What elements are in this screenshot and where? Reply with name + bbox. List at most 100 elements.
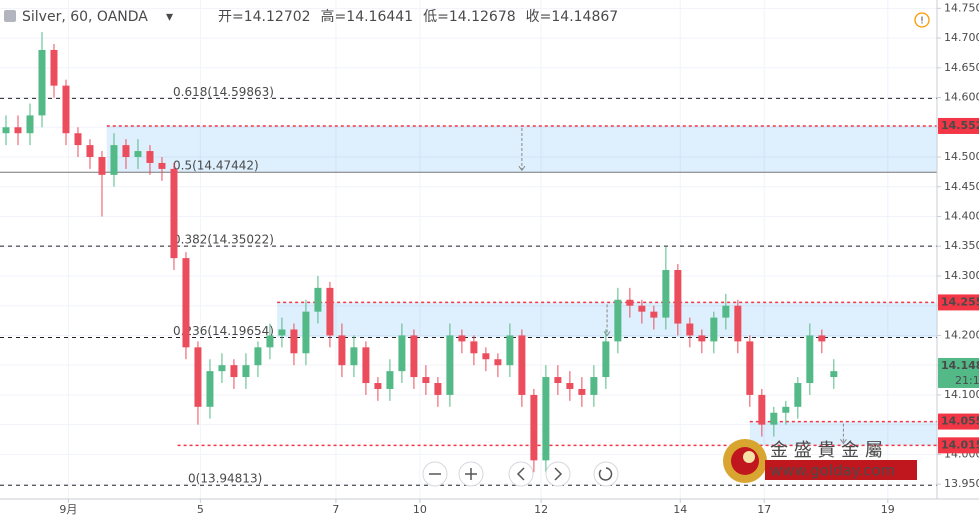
scroll-left-icon (516, 467, 525, 481)
candle-body (578, 388, 586, 395)
candle-body (374, 383, 382, 389)
alert-icon-mark: ! (920, 16, 924, 27)
symbol-icon (4, 10, 16, 22)
zones (106, 125, 937, 446)
candle-body (446, 335, 454, 395)
y-tick-label: 13.950 (944, 477, 979, 490)
price-label: 14.5522 (941, 119, 979, 132)
legend-value: 14.12702 (244, 9, 311, 25)
legend-label: 收= (526, 9, 552, 25)
candle-body (746, 341, 754, 395)
candle-body (230, 365, 238, 378)
candle-body (614, 299, 622, 342)
candle-body (470, 341, 478, 354)
candle-body (338, 335, 346, 366)
fib-label: 0(13.94813) (188, 472, 262, 486)
candle-body (818, 335, 826, 342)
candle-body (182, 258, 190, 348)
y-tick-label: 14.450 (944, 180, 979, 193)
candle-body (602, 341, 610, 378)
y-tick-label: 14.350 (944, 239, 979, 252)
candle-body (794, 383, 802, 407)
candle-body (494, 359, 502, 366)
candle-body (434, 383, 442, 395)
y-tick-label: 14.400 (944, 209, 979, 222)
candle-body (326, 287, 334, 336)
candle-body (98, 157, 106, 175)
candle-body (398, 335, 406, 372)
countdown-label: 21:1 (955, 374, 979, 387)
scroll-right-icon (554, 467, 563, 481)
candle-body (50, 49, 58, 86)
candle-body (278, 329, 286, 336)
candle-body (722, 305, 730, 318)
nav-buttons (422, 461, 619, 487)
candle-body (806, 335, 814, 384)
watermark-name: 金 盛 貴 金 屬 (770, 440, 883, 461)
x-tick-label: 12 (534, 503, 548, 516)
candle-body (686, 323, 694, 336)
watermark-url: www.golday.com (770, 462, 895, 480)
candle-body (158, 162, 166, 169)
candle-body (758, 394, 766, 425)
candle-body (638, 305, 646, 312)
x-tick-label: 9月 (59, 503, 77, 516)
zone-arrow-head (518, 165, 526, 172)
y-tick-label: 14.650 (944, 61, 979, 74)
scroll-right-button[interactable] (545, 461, 571, 487)
candle-body (122, 145, 130, 158)
reset-icon (598, 467, 613, 481)
y-tick-label: 14.700 (944, 31, 979, 44)
candle-body (710, 317, 718, 342)
candle-body (362, 347, 370, 384)
price-label-bg (938, 294, 979, 311)
fib-label: 0.5(14.47442) (173, 159, 259, 173)
candle-body (254, 347, 262, 366)
candle-body (62, 85, 70, 134)
header: Silver, 60, OANDA ▾ 开= 14.12702 高= 14.16441… (4, 8, 930, 28)
candle-body (542, 377, 550, 461)
candle-body (14, 127, 22, 134)
y-tick-label: 14.300 (944, 269, 979, 282)
chart-title: Silver, 60, OANDA (22, 9, 148, 25)
y-tick-label: 14.750 (944, 1, 979, 14)
candle-body (170, 168, 178, 259)
legend-value: 14.12678 (449, 9, 516, 25)
alert-icon[interactable] (914, 12, 930, 28)
legend-value: 14.14867 (551, 9, 618, 25)
candle-body (242, 365, 250, 378)
last-price-label: 14.1486 (941, 359, 979, 372)
candle-body (770, 412, 778, 425)
y-tick-label: 14.500 (944, 150, 979, 163)
fib-label: 0.618(14.59863) (173, 85, 274, 99)
candle-body (86, 145, 94, 158)
candle-body (506, 335, 514, 366)
zone (749, 421, 937, 446)
candle-body (206, 371, 214, 407)
candle-body (782, 406, 790, 413)
watermark: 金 盛 貴 金 屬 www.golday.com (723, 439, 917, 483)
candle-body (146, 151, 154, 163)
logo-highlight (743, 451, 755, 463)
legend-label: 开= (218, 9, 244, 25)
candle-body (218, 365, 226, 372)
price-label-bg (938, 413, 979, 430)
x-tick-label: 14 (673, 503, 687, 516)
price-label-bg (938, 117, 979, 134)
scroll-left-button[interactable] (508, 461, 534, 487)
zone-arrow-head (840, 439, 847, 445)
fib-label: 0.382(14.35022) (173, 233, 274, 247)
candle-body (74, 133, 82, 146)
candle-body (2, 127, 10, 134)
price-labels: 14.5522 14.2555 14.0552 14.0152 14.1486 21:1 (938, 117, 979, 454)
y-tick-label: 14.200 (944, 328, 979, 341)
y-tick-label: 14.600 (944, 91, 979, 104)
candle-body (422, 377, 430, 384)
dropdown-arrow[interactable]: ▾ (166, 9, 173, 25)
last-price-bg (938, 357, 979, 388)
price-label: 14.0552 (941, 415, 979, 428)
candle-body (386, 371, 394, 389)
reset-button[interactable] (593, 461, 619, 487)
